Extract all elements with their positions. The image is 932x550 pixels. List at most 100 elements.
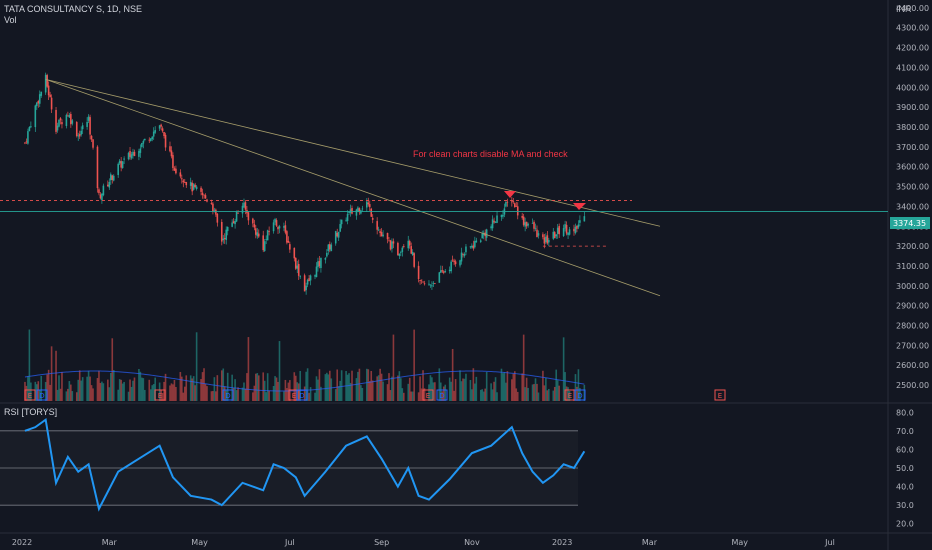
volume-bar: [86, 376, 88, 401]
volume-bar: [111, 338, 114, 401]
volume-bar: [493, 381, 495, 401]
volume-bar: [65, 391, 68, 401]
time-tick-label: 2023: [552, 538, 572, 547]
volume-bar: [212, 391, 214, 401]
volume-bar: [46, 374, 48, 401]
volume-bar: [27, 376, 29, 401]
candle-body: [327, 244, 330, 252]
volume-bar: [515, 388, 518, 401]
volume-bar: [454, 379, 457, 401]
volume-bar: [579, 388, 581, 401]
candle-body: [44, 74, 47, 93]
candle-body: [101, 193, 103, 201]
volume-bar: [30, 382, 32, 401]
candle-body: [527, 223, 529, 226]
volume-bar: [149, 389, 152, 401]
candle-body: [485, 229, 488, 238]
volume-bar: [294, 375, 297, 401]
volume-bar: [400, 378, 402, 401]
volume-bar: [220, 370, 223, 401]
candle-body: [297, 263, 300, 276]
candle-body: [181, 178, 183, 180]
candle-body: [38, 94, 41, 104]
candle-body: [346, 214, 349, 221]
candle-body: [201, 192, 204, 196]
volume-bar: [129, 379, 131, 401]
volume-bar: [303, 386, 306, 401]
volume-bar: [272, 386, 275, 401]
candle-body: [87, 116, 90, 121]
candle-body: [130, 154, 133, 159]
rsi-label[interactable]: RSI [TORYS]: [4, 407, 58, 417]
volume-bar: [161, 392, 164, 401]
chart-title[interactable]: TATA CONSULTANCY S, 1D, NSE: [4, 4, 143, 14]
time-tick-label: Nov: [464, 538, 480, 547]
candle-body: [55, 109, 57, 132]
time-tick-label: May: [731, 538, 748, 547]
candle-body: [382, 234, 384, 237]
volume-bar: [243, 382, 245, 401]
price-tick-label: 3900.00: [896, 103, 929, 112]
volume-bar: [349, 382, 352, 401]
price-tick-label: 4100.00: [896, 63, 929, 72]
volume-bar: [371, 380, 374, 401]
candle-body: [40, 91, 43, 96]
candle-body: [109, 174, 112, 181]
candle-body: [444, 271, 447, 272]
candle-body: [154, 130, 156, 133]
volume-bar: [444, 384, 447, 401]
volume-bar: [522, 334, 525, 401]
volume-bar: [531, 384, 534, 401]
volume-bar: [502, 373, 504, 401]
candle-body: [459, 260, 461, 266]
volume-bar: [68, 381, 71, 401]
candle-body: [164, 134, 167, 148]
candle-body: [283, 226, 285, 228]
volume-bar: [574, 374, 577, 401]
candle-body: [391, 241, 393, 249]
volume-bar: [234, 379, 236, 401]
candle-body: [65, 114, 68, 126]
candle-body: [334, 231, 337, 244]
candle-body: [397, 242, 399, 256]
candle-body: [388, 240, 390, 242]
volume-bar: [49, 384, 51, 401]
volume-bar: [525, 377, 528, 401]
candle-body: [34, 105, 37, 128]
volume-bar: [274, 376, 276, 401]
candle-body: [516, 206, 519, 216]
volume-bar: [370, 370, 373, 401]
volume-bar: [423, 388, 426, 401]
candle-body: [35, 102, 38, 107]
candle-body: [47, 85, 50, 96]
event-badge: [288, 389, 300, 401]
volume-bar: [169, 385, 171, 401]
volume-bar: [496, 392, 498, 401]
volume-label[interactable]: Vol: [4, 15, 17, 25]
candle-body: [423, 283, 426, 285]
candle-body: [562, 228, 565, 236]
volume-bar: [40, 375, 43, 401]
volume-bar: [286, 388, 288, 401]
candle-body: [555, 234, 558, 237]
volume-bar: [475, 376, 478, 401]
candle-body: [448, 269, 451, 272]
time-tick-label: Mar: [642, 538, 658, 547]
candle-body: [226, 226, 229, 232]
candle-body: [524, 222, 526, 227]
volume-bar: [183, 386, 186, 401]
volume-bar: [195, 332, 198, 401]
volume-bar: [108, 387, 111, 401]
candle-body: [431, 285, 433, 287]
candle-body: [429, 284, 432, 286]
candle-body: [30, 126, 32, 128]
candle-body: [398, 253, 401, 256]
candle-body: [502, 214, 504, 217]
volume-bar: [410, 391, 413, 401]
candle-body: [471, 245, 473, 248]
candle-body: [432, 282, 435, 284]
candle-body: [192, 184, 195, 190]
volume-bar: [138, 368, 140, 401]
